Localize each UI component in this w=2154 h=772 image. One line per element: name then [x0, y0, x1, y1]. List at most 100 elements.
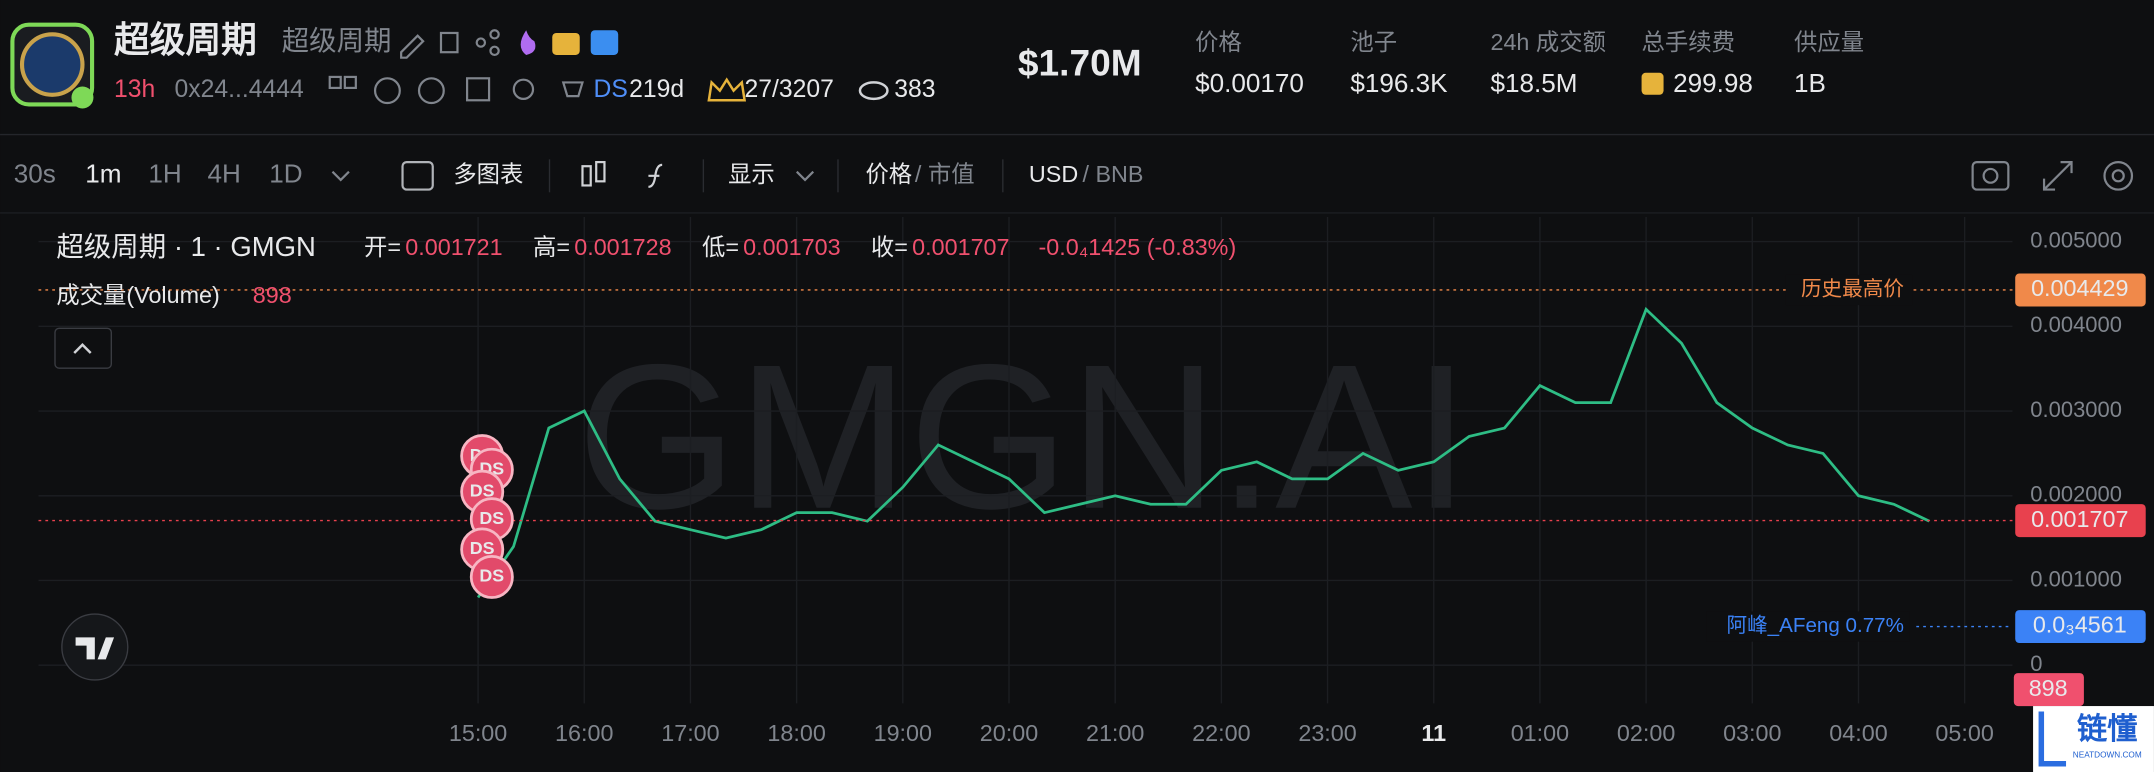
dex-age: 219d: [629, 76, 684, 103]
note-bg: [1785, 274, 1913, 306]
eye-icon: [858, 81, 889, 101]
usd-toggle[interactable]: USD: [1029, 161, 1078, 187]
ohlc-label: 低=: [702, 234, 739, 260]
x-tick-label: 18:00: [767, 720, 825, 746]
trade-marker-label: DS: [479, 566, 504, 586]
x-tick-label: 22:00: [1192, 720, 1250, 746]
legend-change: -0.0₄1425 (-0.83%): [1039, 234, 1237, 260]
x-tick-label: 03:00: [1723, 720, 1781, 746]
y-tick-label: 0.005000: [2030, 227, 2122, 252]
display-chevron[interactable]: [795, 170, 815, 182]
interval-button[interactable]: 1H: [148, 159, 181, 189]
fire-icon[interactable]: [520, 30, 536, 55]
x-tick-label: 21:00: [1086, 720, 1144, 746]
ohlc-value: 0.001703: [743, 234, 840, 260]
avatar-badge: [71, 86, 94, 109]
header-icons[interactable]: [400, 29, 500, 59]
multi-chart[interactable]: 多图表: [453, 161, 523, 187]
toolbar-right-icons[interactable]: [1971, 160, 2134, 191]
interval-button[interactable]: 1D: [269, 159, 302, 189]
price-marker-box: [2015, 273, 2146, 307]
multi-chart-checkbox[interactable]: [401, 160, 434, 191]
x-tick-label: 01:00: [1511, 720, 1569, 746]
volume-axis-label: 898: [2029, 675, 2068, 701]
x-tick-label: 11: [1421, 720, 1446, 746]
mcap-toggle[interactable]: / 市值: [915, 161, 975, 187]
volume-label: 成交量(Volume): [56, 282, 219, 308]
stat-value: 1B: [1794, 68, 1826, 98]
trade-marker-label: DS: [479, 508, 504, 528]
price-marker-label: 0.0₃4561: [2033, 612, 2127, 638]
price-marker-label: 0.004429: [2031, 275, 2128, 301]
logo-sub: NEATDOWN.COM: [2073, 751, 2142, 760]
y-tick-label: 0.001000: [2030, 566, 2122, 591]
interval-chevron[interactable]: [331, 170, 350, 182]
link-icons[interactable]: [328, 75, 584, 105]
interval-button[interactable]: 1m: [85, 159, 121, 189]
watermark: GMGN.AI: [577, 321, 1470, 552]
x-tick-label: 15:00: [449, 720, 507, 746]
x-tick-label: 19:00: [874, 720, 932, 746]
price-toggle[interactable]: 价格: [865, 161, 912, 187]
note-bg: [1706, 611, 1910, 642]
logo-mark: [2038, 711, 2067, 767]
price-marker-box: [2015, 610, 2146, 644]
price-marker-note: 历史最高价: [1801, 277, 1904, 300]
volume-axis-box: [2013, 673, 2084, 707]
display-menu[interactable]: 显示: [728, 161, 775, 187]
x-tick-label: 20:00: [980, 720, 1038, 746]
trade-marker[interactable]: [469, 554, 514, 599]
y-tick-label: 0.002000: [2030, 482, 2122, 507]
token-alias: 超级周期: [282, 25, 392, 56]
token-age: 13h: [114, 76, 155, 103]
ohlc-label: 高=: [533, 234, 570, 260]
stat-label: 24h 成交额: [1490, 29, 1605, 55]
x-tick-label: 17:00: [661, 720, 719, 746]
stat-label: 价格: [1195, 29, 1242, 55]
x-tick-label: 16:00: [555, 720, 613, 746]
interval-button[interactable]: 30s: [14, 159, 56, 189]
stat-label: 总手续费: [1642, 29, 1735, 55]
y-tick-label: 0.003000: [2030, 397, 2122, 422]
ohlc-value: 0.001707: [912, 234, 1009, 260]
stat-label: 池子: [1350, 29, 1397, 55]
price-marker-note: 阿峰_AFeng 0.77%: [1727, 614, 1904, 637]
x-tick-label: 23:00: [1298, 720, 1356, 746]
interval-button[interactable]: 4H: [207, 159, 240, 189]
stat-value: $196.3K: [1350, 68, 1448, 98]
token-name: 超级周期: [114, 20, 257, 60]
ohlc-label: 收=: [871, 234, 908, 260]
x-tick-label: 02:00: [1617, 720, 1675, 746]
y-tick-label: 0.004000: [2030, 312, 2122, 337]
stat-value: $18.5M: [1490, 68, 1577, 98]
collapse-button[interactable]: [54, 327, 112, 369]
price-marker-label: 0.001707: [2031, 506, 2128, 532]
collapse-chevron: [73, 343, 92, 354]
dex-label: DS: [593, 76, 627, 103]
price-marker-box: [2015, 504, 2146, 538]
price-line: [476, 306, 1930, 599]
stat-value: $0.00170: [1195, 68, 1304, 98]
group-icon[interactable]: [552, 32, 580, 55]
holders: 27/3207: [745, 76, 834, 103]
avatar-seal: [19, 32, 85, 97]
legend-title: 超级周期 · 1 · GMGN: [56, 231, 315, 262]
stat-value: 299.98: [1673, 68, 1753, 98]
edit-icon[interactable]: [590, 30, 619, 55]
bnb-toggle[interactable]: / BNB: [1082, 161, 1143, 187]
ohlc-value: 0.001728: [574, 234, 671, 260]
volume-value: 898: [253, 282, 292, 308]
stat-label: 供应量: [1794, 29, 1864, 55]
chart-type-icons[interactable]: [581, 160, 663, 188]
x-tick-label: 05:00: [1935, 720, 1993, 746]
logo-text: 链懂: [2077, 712, 2137, 746]
ohlc-value: 0.001721: [405, 234, 502, 260]
tv-mark: [75, 637, 115, 660]
fee-icon: [1641, 72, 1664, 95]
token-address[interactable]: 0x24...4444: [175, 76, 304, 103]
x-tick-label: 04:00: [1829, 720, 1887, 746]
y-tick-label: 0: [2030, 651, 2042, 676]
